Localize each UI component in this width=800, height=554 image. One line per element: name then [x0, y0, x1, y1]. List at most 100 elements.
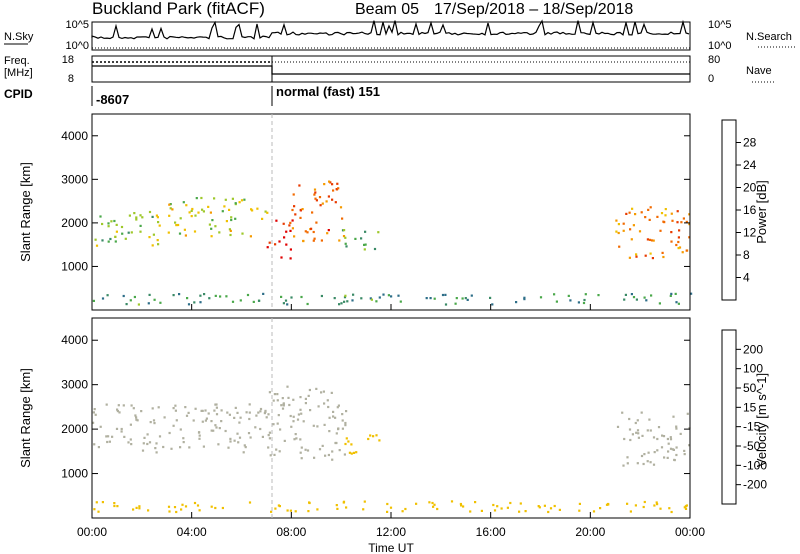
echo-cell [217, 443, 220, 446]
echo-cell [153, 422, 156, 425]
echo-cell [135, 218, 138, 221]
echo-cell [321, 444, 324, 447]
echo-cell [683, 453, 686, 456]
echo-cell [274, 507, 277, 510]
echo-cell [178, 232, 182, 235]
echo-cell [174, 409, 177, 412]
echo-cell [120, 430, 123, 433]
echo-cell [360, 297, 363, 300]
echo-cell [652, 239, 655, 242]
echo-cell [198, 509, 201, 512]
echo-cell [304, 230, 307, 233]
echo-cell [651, 257, 654, 260]
echo-cell [622, 222, 625, 225]
echo-cell [227, 446, 230, 449]
echo-cell [662, 255, 665, 259]
echo-cell [327, 195, 330, 198]
echo-cell [132, 407, 135, 410]
echo-cell [101, 501, 104, 504]
echo-cell [146, 433, 149, 436]
echo-cell [143, 436, 146, 439]
echo-cell [645, 299, 648, 302]
echo-cell [553, 293, 556, 296]
echo-cell [317, 405, 320, 408]
echo-cell [172, 424, 175, 427]
echo-cell [641, 434, 644, 437]
echo-cell [99, 215, 102, 218]
echo-cell [327, 405, 330, 409]
echo-cell [378, 439, 381, 442]
echo-cell [157, 406, 160, 409]
colorbar-tick-label: 200 [743, 342, 763, 356]
echo-cell [685, 249, 688, 252]
echo-cell [688, 236, 691, 239]
echo-cell [135, 216, 138, 219]
echo-cell [370, 298, 373, 301]
echo-cell [362, 508, 365, 511]
y-tick-label: 4000 [61, 129, 88, 143]
echo-cell [121, 232, 124, 235]
echo-cell [113, 504, 116, 508]
echo-cell [387, 294, 390, 297]
echo-cell [252, 300, 255, 303]
echo-cell [93, 443, 96, 446]
echo-cell [171, 208, 174, 211]
echo-cell [138, 505, 141, 508]
echo-cell [319, 204, 322, 207]
echo-cell [344, 442, 347, 446]
echo-cell [200, 196, 203, 200]
echo-cell [629, 438, 632, 442]
echo-cell [377, 231, 380, 234]
echo-cell [97, 446, 100, 449]
echo-cell [300, 457, 303, 460]
echo-cell [346, 300, 349, 303]
echo-cell [327, 229, 330, 232]
echo-cell [493, 509, 497, 512]
freq-unit: [MHz] [4, 67, 33, 79]
echo-cell [120, 427, 123, 431]
echo-cell [214, 294, 217, 297]
echo-cell [113, 219, 116, 223]
echo-cell [615, 230, 618, 233]
echo-cell [238, 421, 241, 424]
echo-cell [369, 297, 372, 300]
echo-cell [289, 221, 292, 224]
echo-cell [332, 189, 335, 192]
echo-cell [656, 437, 659, 441]
echo-cell [316, 425, 319, 428]
echo-cell [336, 406, 339, 409]
echo-cell [313, 193, 316, 196]
echo-cell [268, 431, 271, 434]
echo-cell [259, 427, 262, 431]
echo-cell [267, 434, 270, 437]
echo-cell [156, 239, 159, 242]
echo-cell [101, 222, 104, 226]
echo-cell [323, 183, 326, 186]
x-tick-label: 00:00 [675, 525, 705, 539]
echo-cell [151, 215, 154, 218]
echo-cell [399, 300, 402, 303]
echo-cell [168, 510, 171, 513]
echo-cell [140, 410, 143, 413]
echo-cell [623, 437, 626, 441]
echo-cell [621, 411, 624, 414]
echo-cell [93, 508, 96, 511]
echo-cell [625, 212, 628, 215]
echo-cell [134, 414, 137, 417]
echo-cell [461, 297, 464, 300]
echo-cell [212, 429, 215, 432]
echo-cell [372, 435, 375, 438]
echo-cell [640, 411, 643, 414]
echo-cell [268, 437, 271, 440]
x-tick-label: 20:00 [575, 525, 605, 539]
echo-cell [285, 243, 288, 246]
echo-cell [342, 500, 346, 503]
echo-cell [675, 243, 678, 247]
echo-cell [158, 435, 162, 438]
echo-cell [190, 209, 193, 212]
echo-cell [111, 435, 114, 438]
echo-cell [363, 248, 366, 251]
echo-cell [234, 217, 237, 220]
echo-cell [193, 301, 196, 304]
echo-cell [364, 230, 367, 233]
